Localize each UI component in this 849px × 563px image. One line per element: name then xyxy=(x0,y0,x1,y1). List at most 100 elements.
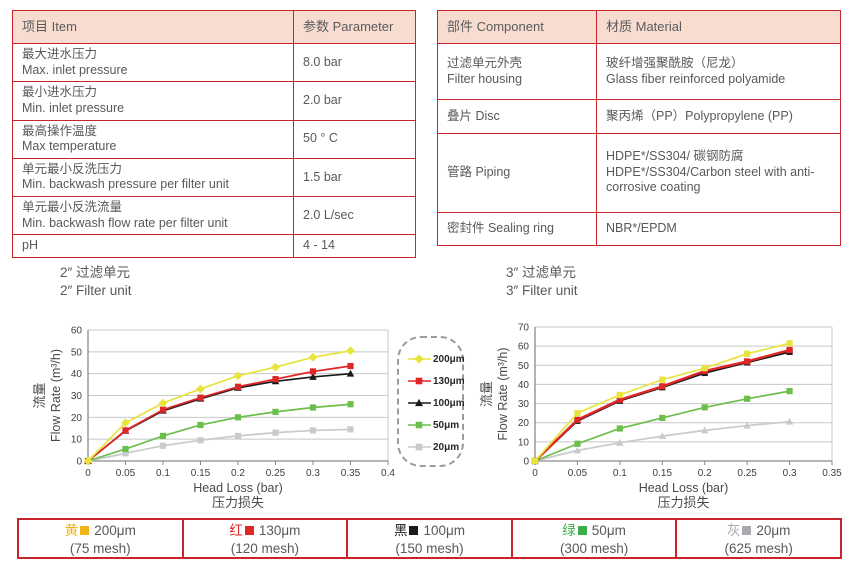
table-row: 单元最小反洗压力 Min. backwash pressure per filte… xyxy=(12,157,416,198)
item-cell: pH xyxy=(12,234,294,258)
materials-header-material: 材质 Material xyxy=(596,10,841,44)
legend-label: 200μm xyxy=(433,353,465,365)
mesh-legend-cell: 黄 200μm (75 mesh) xyxy=(19,520,182,557)
chart-title-3in-en: 3″ Filter unit xyxy=(506,283,578,299)
legend-marker-100μm xyxy=(408,398,431,407)
triangle-marker xyxy=(309,373,317,380)
chart-title-3in: 3″ 过滤单元 3″ Filter unit xyxy=(506,264,578,300)
x-tick-label: 0.05 xyxy=(568,468,588,479)
y-axis-label-zh: 流量 xyxy=(479,381,494,407)
y-tick-label: 0 xyxy=(523,457,529,468)
parameter-value-cell: 2.0 L/sec xyxy=(293,195,416,236)
item-label-en: Min. backwash flow rate per filter unit xyxy=(22,215,228,230)
square-marker xyxy=(347,362,354,370)
diamond-marker xyxy=(414,354,424,364)
square-marker xyxy=(415,443,423,451)
triangle-marker xyxy=(700,426,709,434)
y-tick-label: 50 xyxy=(71,347,83,358)
y-tick-label: 30 xyxy=(71,391,83,402)
diamond-marker xyxy=(158,398,168,408)
square-marker xyxy=(347,426,354,433)
triangle-marker xyxy=(658,432,667,440)
diamond-marker xyxy=(346,346,355,356)
x-tick-label: 0.3 xyxy=(306,468,320,479)
triangle-marker xyxy=(616,438,624,446)
table-row: 最高操作温度 Max temperature 50 ° C xyxy=(12,119,416,159)
y-tick-label: 50 xyxy=(518,361,530,372)
square-marker xyxy=(574,410,581,417)
square-marker xyxy=(659,376,666,383)
mesh-size-line: 绿 50μm xyxy=(513,522,676,540)
item-label-zh: 最高操作温度 xyxy=(22,123,98,138)
legend-marker-50μm xyxy=(408,421,431,429)
mesh-count-line: (75 mesh) xyxy=(69,540,131,556)
component-label-zh: 密封件 Sealing ring xyxy=(447,221,554,236)
mesh-legend-cell: 灰 20μm (625 mesh) xyxy=(675,520,840,557)
chart-title-2in-zh: 2″ 过滤单元 xyxy=(60,265,131,280)
legend-marker-20μm xyxy=(408,443,431,451)
color-name-zh: 红 xyxy=(229,523,243,538)
legend-entry: 200μm xyxy=(408,348,465,370)
item-cell: 单元最小反洗压力 Min. backwash pressure per filte… xyxy=(12,157,294,198)
square-marker xyxy=(659,383,666,390)
component-cell: 密封件 Sealing ring xyxy=(437,211,597,247)
square-marker xyxy=(122,450,129,457)
component-cell: 过滤单元外壳 Filter housing xyxy=(437,42,597,101)
series-line-130μm xyxy=(87,365,351,462)
series-line-20μm xyxy=(87,428,351,462)
parameter-value-cell: 4 - 14 xyxy=(293,234,416,258)
square-marker xyxy=(309,368,317,375)
micron-size: 20μm xyxy=(756,523,791,538)
x-tick-label: 0.35 xyxy=(341,468,361,479)
parameter-value-cell: 1.5 bar xyxy=(293,157,416,198)
color-name-zh: 灰 xyxy=(726,523,741,538)
mesh-legend-cell: 绿 50μm (300 mesh) xyxy=(510,520,676,557)
legend-entry: 20μm xyxy=(408,436,462,458)
square-marker xyxy=(786,388,793,395)
legend-label: 20μm xyxy=(433,441,460,453)
square-marker xyxy=(159,406,167,413)
x-tick-label: 0 xyxy=(532,468,538,479)
legend-marker-130μm xyxy=(408,377,431,385)
item-label-zh: 单元最小反洗压力 xyxy=(22,161,123,176)
square-marker xyxy=(574,440,581,447)
flow-rate-chart-2in: 0 10 20 30 40 50 60 0 0.05 0.1 0.15 0.2 0.25 0.3 0.35 0… xyxy=(32,326,395,511)
table-row: 叠片 Disc 聚丙烯（PP）Polypropylene (PP) xyxy=(437,99,841,134)
component-label-en: Filter housing xyxy=(447,71,523,86)
y-axis-label-en: Flow Rate (m³/h) xyxy=(496,347,510,440)
material-value-cell: 玻纤增强聚酰胺（尼龙） Glass fiber reinforced polyam… xyxy=(596,42,841,101)
color-swatch xyxy=(244,526,254,535)
materials-header-row: 部件 Component 材质 Material xyxy=(437,10,841,44)
square-marker xyxy=(616,425,623,432)
square-marker xyxy=(701,404,708,411)
legend-label: 50μm xyxy=(433,419,460,431)
y-tick-label: 20 xyxy=(71,413,83,424)
diamond-marker xyxy=(271,362,280,372)
x-axis-label-zh: 压力损失 xyxy=(212,495,264,510)
item-label-zh: pH xyxy=(22,238,38,253)
component-cell: 叠片 Disc xyxy=(437,99,597,134)
x-axis-label-zh: 压力损失 xyxy=(657,495,709,510)
item-label-en: Max temperature xyxy=(22,139,117,154)
x-tick-label: 0.1 xyxy=(613,468,627,479)
mesh-size-line: 灰 20μm xyxy=(677,522,840,540)
x-tick-label: 0.25 xyxy=(266,468,286,479)
square-marker xyxy=(415,421,423,429)
mesh-legend-cell: 黑 100μm (150 mesh) xyxy=(346,520,511,557)
square-marker xyxy=(415,377,423,385)
table-row: pH 4 - 14 xyxy=(12,234,416,258)
color-name-zh: 绿 xyxy=(562,523,576,538)
mesh-legend-cell: 红 130μm (120 mesh) xyxy=(181,520,347,557)
parameters-header-item: 项目 Item xyxy=(12,10,294,44)
square-marker xyxy=(234,432,242,439)
series-line-200μm xyxy=(87,349,351,462)
square-marker xyxy=(197,421,204,429)
y-tick-label: 70 xyxy=(518,323,530,334)
square-marker xyxy=(786,346,793,354)
square-marker xyxy=(744,350,751,357)
item-label-zh: 最小进水压力 xyxy=(22,85,98,100)
component-cell: 管路 Piping xyxy=(437,132,597,213)
material-value-cell: 聚丙烯（PP）Polypropylene (PP) xyxy=(596,99,841,134)
legend-entry: 130μm xyxy=(408,370,465,392)
